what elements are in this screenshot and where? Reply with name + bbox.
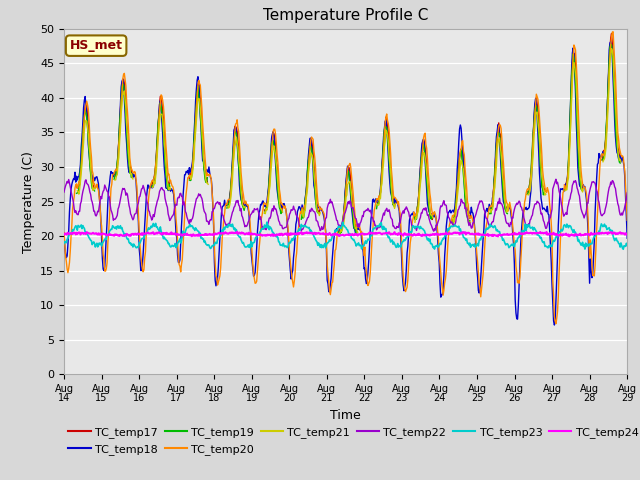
Legend: TC_temp17, TC_temp18, TC_temp19, TC_temp20, TC_temp21, TC_temp22, TC_temp23, TC_: TC_temp17, TC_temp18, TC_temp19, TC_temp… xyxy=(64,423,640,459)
Title: Temperature Profile C: Temperature Profile C xyxy=(263,9,428,24)
Text: HS_met: HS_met xyxy=(70,39,123,52)
Y-axis label: Temperature (C): Temperature (C) xyxy=(22,151,35,252)
X-axis label: Time: Time xyxy=(330,409,361,422)
